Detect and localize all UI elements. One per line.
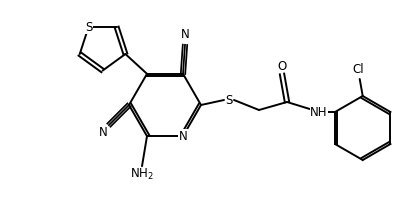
Text: Cl: Cl	[352, 62, 364, 75]
Text: S: S	[85, 21, 92, 34]
Text: NH: NH	[310, 106, 328, 119]
Text: N: N	[178, 130, 187, 143]
Text: NH$_2$: NH$_2$	[130, 167, 154, 182]
Text: N: N	[181, 28, 189, 41]
Text: N: N	[99, 126, 107, 139]
Text: O: O	[278, 59, 287, 73]
Text: S: S	[225, 94, 233, 106]
